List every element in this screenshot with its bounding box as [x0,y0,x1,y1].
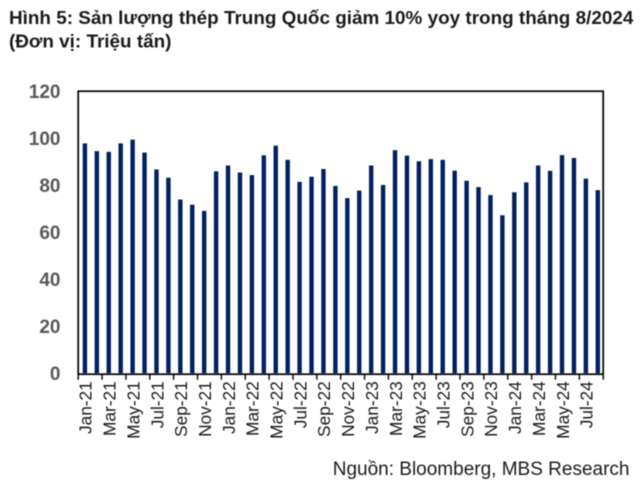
svg-text:(Đơn vị: Triệu tấn): (Đơn vị: Triệu tấn) [9,31,171,52]
svg-text:60: 60 [39,223,60,244]
svg-text:0: 0 [50,364,61,385]
svg-text:120: 120 [29,82,61,103]
svg-text:100: 100 [29,129,61,150]
svg-text:Jul-24: Jul-24 [577,381,597,428]
svg-text:Jul-21: Jul-21 [147,381,167,428]
svg-text:20: 20 [39,317,60,338]
svg-text:40: 40 [39,270,60,291]
svg-text:Jan-21: Jan-21 [76,381,96,434]
svg-text:Hình 5: Sản lượng thép Trung Q: Hình 5: Sản lượng thép Trung Quốc giảm 1… [9,8,634,29]
svg-text:Jul-22: Jul-22 [290,381,310,428]
svg-text:Sep-22: Sep-22 [314,381,334,437]
svg-text:Nguồn: Bloomberg, MBS Research: Nguồn: Bloomberg, MBS Research [333,459,630,480]
svg-text:Nov-23: Nov-23 [481,381,501,437]
svg-text:May-21: May-21 [123,381,143,439]
svg-text:Jan-22: Jan-22 [219,381,239,434]
svg-text:Sep-23: Sep-23 [457,381,477,437]
svg-text:Jan-24: Jan-24 [505,381,525,434]
svg-text:Nov-21: Nov-21 [195,381,215,437]
svg-text:Mar-21: Mar-21 [100,381,120,436]
svg-text:Mar-24: Mar-24 [529,381,549,436]
svg-text:May-22: May-22 [267,381,287,439]
svg-text:Jul-23: Jul-23 [434,381,454,428]
svg-text:80: 80 [39,176,60,197]
svg-text:May-24: May-24 [553,381,573,439]
svg-text:Nov-22: Nov-22 [338,381,358,437]
svg-text:Mar-22: Mar-22 [243,381,263,436]
svg-text:May-23: May-23 [410,381,430,439]
svg-text:Jan-23: Jan-23 [362,381,382,434]
svg-text:Mar-23: Mar-23 [386,381,406,436]
svg-text:Sep-21: Sep-21 [171,381,191,437]
